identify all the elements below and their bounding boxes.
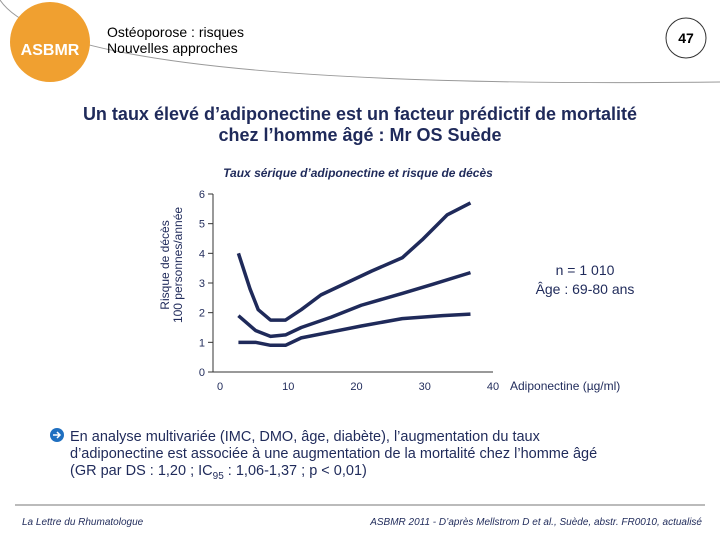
annotation: Âge : 69-80 ans [536, 281, 635, 297]
x-tick-label: 10 [282, 381, 294, 393]
bullet-part: : 1,06-1,37 ; p < 0,01) [224, 463, 367, 479]
line [237, 270, 471, 339]
y-tick-label: 2 [199, 308, 205, 320]
chart-title: Taux sérique d’adiponectine et risque de… [223, 166, 493, 180]
y-tick-label: 0 [199, 367, 205, 379]
bullet-text: (GR par DS : 1,20 ; IC95 : 1,06-1,37 ; p… [70, 463, 367, 482]
y-tick-label: 5 [199, 219, 205, 231]
y-axis-label: Risque de décès [158, 220, 172, 309]
plot: 0 1 2 3 4 5 6 0 10 20 30 40 [199, 189, 499, 393]
x-tick-label: 30 [419, 381, 431, 393]
footer-right: ASBMR 2011 - D’après Mellstrom D et al.,… [369, 517, 702, 528]
bullet-text: d’adiponectine est associée à une augmen… [70, 446, 597, 462]
bullet-part: (GR par DS : 1,20 ; IC [70, 463, 213, 479]
x-tick-label: 20 [350, 381, 362, 393]
line [238, 312, 471, 348]
header-line: Nouvelles approches [107, 40, 238, 56]
x-axis-label: Adiponectine (µg/ml) [510, 379, 620, 393]
slide-number-badge [665, 17, 707, 59]
title: chez l’homme âgé : Mr OS Suède [218, 125, 501, 145]
y-tick-label: 1 [199, 337, 205, 349]
title: Un taux élevé d’adiponectine est un fact… [83, 104, 637, 124]
bullet-subscript: 95 [213, 471, 225, 482]
bullet-text: En analyse multivariée (IMC, DMO, âge, d… [70, 429, 541, 445]
line [236, 201, 472, 322]
y-axis-label: 100 personnes/année [171, 207, 185, 323]
bullet-arrow [53, 431, 62, 439]
y-tick-label: 3 [199, 278, 205, 290]
x-tick-label: 40 [487, 381, 499, 393]
y-tick-label: 6 [199, 189, 205, 201]
header-line: Ostéoporose : risques [107, 24, 244, 40]
y-tick-label: 4 [199, 248, 205, 260]
logo-text: ASBMR [21, 42, 80, 59]
slide-number: 47 [678, 30, 694, 46]
logo [10, 2, 90, 82]
x-tick-label: 0 [217, 381, 223, 393]
annotation: n = 1 010 [556, 262, 615, 278]
footer-left: La Lettre du Rhumatologue [22, 517, 144, 528]
